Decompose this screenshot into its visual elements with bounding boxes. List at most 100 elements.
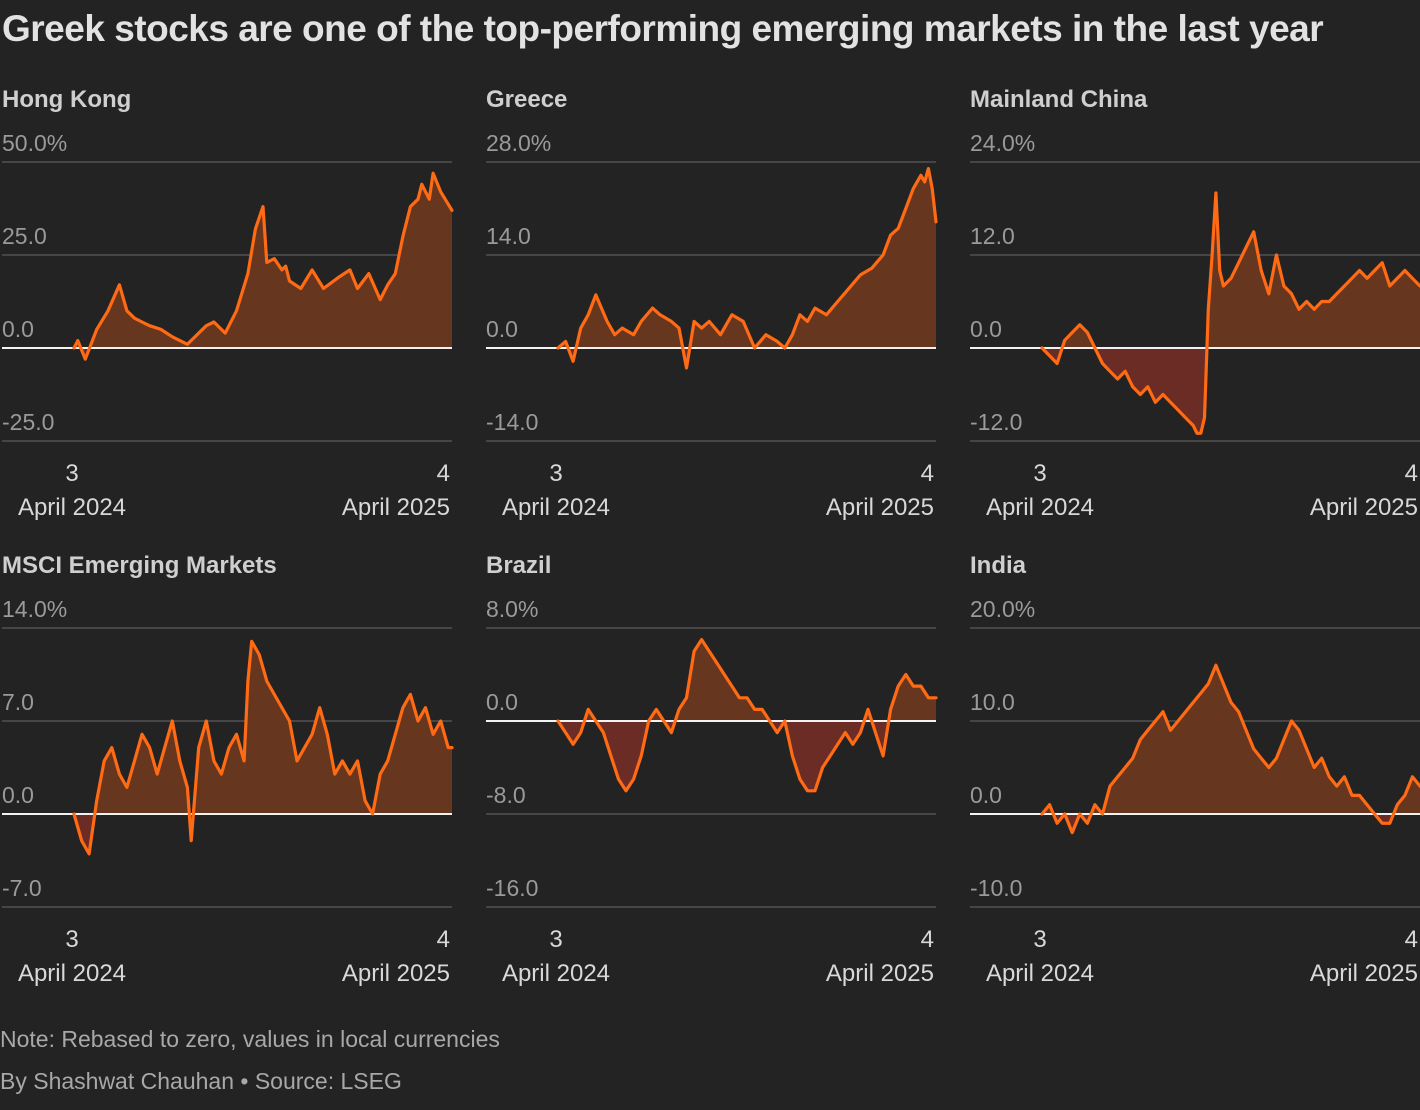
data-point: [213, 760, 215, 762]
data-point: [1109, 785, 1111, 787]
data-point: [160, 328, 162, 331]
data-point: [432, 172, 434, 174]
data-point: [258, 653, 261, 656]
data-point: [587, 708, 589, 711]
data-point: [836, 300, 839, 303]
data-point: [95, 328, 98, 331]
data-point: [579, 731, 582, 734]
data-point: [1094, 347, 1096, 349]
chart-svg: 28.0% 14.0 0.0 -14.0 3 April 2024 4 April 2025: [486, 130, 938, 521]
data-point: [625, 790, 627, 792]
data-point: [927, 697, 930, 699]
data-point: [186, 343, 189, 346]
data-point: [663, 720, 665, 722]
area-above-zero: [558, 168, 936, 348]
data-point: [784, 347, 786, 349]
data-point: [1109, 370, 1111, 373]
data-point: [148, 324, 151, 327]
data-point: [670, 320, 673, 323]
data-point: [640, 320, 642, 323]
data-point: [1411, 277, 1414, 280]
data-point: [107, 310, 109, 312]
data-point: [409, 205, 412, 208]
panel-title: Hong Kong: [2, 86, 132, 113]
data-point: [262, 205, 264, 208]
data-point: [595, 720, 597, 722]
chart-svg: 14.0% 7.0 0.0 -7.0 3 April 2024 4 April 2025: [2, 596, 454, 987]
data-point: [1222, 285, 1225, 287]
data-point: [1245, 729, 1247, 732]
data-point: [356, 287, 359, 290]
data-point: [1305, 300, 1308, 303]
data-point: [1196, 432, 1198, 435]
data-point: [621, 327, 624, 329]
data-point: [1056, 822, 1058, 825]
chart-panel-india: India 20.0% 10.0 0.0 -10.0 3 April 2024 4 April…: [968, 552, 1420, 987]
x-tick-day: 3: [549, 926, 562, 953]
data-point: [1373, 813, 1376, 815]
area-above-zero: [1042, 193, 1420, 348]
data-point: [402, 235, 404, 238]
data-point: [1071, 831, 1073, 834]
data-point: [1139, 738, 1142, 741]
data-point: [118, 773, 121, 775]
data-point: [806, 790, 809, 792]
data-point: [1169, 729, 1172, 732]
data-point: [1381, 262, 1383, 264]
data-point: [753, 708, 756, 711]
data-point: [205, 720, 208, 722]
data-point: [1162, 710, 1164, 713]
chart-svg: 50.0% 25.0 0.0 -25.0 3 April 2024 4 April 2025: [2, 130, 454, 521]
data-point: [746, 697, 748, 699]
data-point: [1169, 401, 1172, 404]
y-tick-label: 14.0%: [2, 596, 67, 622]
data-point: [1116, 776, 1119, 778]
data-point: [247, 272, 249, 275]
data-point: [1237, 710, 1240, 713]
y-tick-label: 0.0: [486, 316, 518, 342]
data-point: [451, 209, 453, 212]
data-point: [1048, 803, 1051, 806]
data-point: [402, 706, 404, 709]
data-point: [1358, 269, 1361, 272]
data-point: [1358, 794, 1361, 797]
data-point: [882, 755, 884, 757]
data-point: [1200, 692, 1202, 694]
y-tick-label: -16.0: [486, 875, 538, 901]
data-point: [1131, 386, 1134, 388]
data-point: [723, 673, 726, 676]
data-point: [708, 650, 710, 653]
data-point: [1101, 813, 1104, 815]
data-point: [836, 743, 839, 746]
data-point: [296, 760, 298, 762]
data-point: [284, 265, 287, 267]
data-point: [281, 706, 283, 709]
chart-headline: Greek stocks are one of the top-performi…: [2, 8, 1324, 49]
data-point: [776, 340, 778, 343]
data-point: [905, 207, 907, 210]
chart-svg: 20.0% 10.0 0.0 -10.0 3 April 2024 4 April 2025: [970, 596, 1420, 987]
data-point: [1343, 776, 1346, 778]
data-point: [1298, 729, 1300, 732]
x-tick-day: 4: [1405, 460, 1418, 487]
data-point: [1328, 300, 1331, 303]
data-point: [579, 327, 582, 329]
x-tick-day: 3: [1033, 460, 1046, 487]
data-point: [1079, 324, 1081, 326]
data-point: [266, 261, 268, 264]
data-point: [95, 799, 98, 802]
y-tick-label: 8.0%: [486, 596, 538, 622]
data-point: [1211, 254, 1213, 256]
data-point: [564, 340, 567, 343]
data-point: [651, 307, 654, 309]
data-point: [394, 733, 397, 736]
data-point: [205, 324, 208, 327]
data-point: [1298, 308, 1300, 311]
data-point: [439, 191, 442, 193]
data-point: [186, 786, 189, 789]
data-point: [1192, 424, 1194, 427]
data-point: [243, 760, 245, 762]
x-tick-day: 4: [437, 460, 450, 487]
data-point: [1101, 362, 1104, 365]
chart-panel-mainland-china: Mainland China 24.0% 12.0 0.0 -12.0 3 April 2…: [968, 86, 1420, 521]
